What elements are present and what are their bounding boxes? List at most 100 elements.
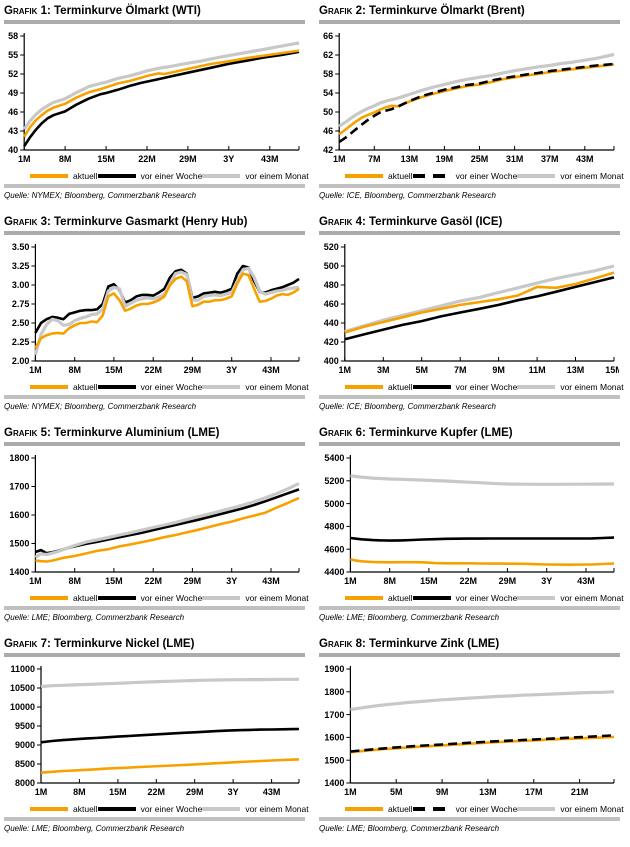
- y-tick-label: 42: [323, 145, 333, 155]
- legend-swatch-icon: [30, 384, 68, 389]
- series-vor-einem-Monat: [40, 677, 299, 689]
- title-rule: [4, 653, 305, 657]
- legend-label: vor einem Monat: [245, 592, 309, 603]
- y-tick-label: 55: [8, 50, 18, 60]
- legend-swatch-icon: [97, 384, 136, 389]
- x-tick-label: 7M: [368, 154, 381, 164]
- y-tick-label: 440: [324, 318, 339, 328]
- x-tick-label: 43M: [577, 576, 595, 586]
- chart-legend: aktuell vor einer Woche vor einem Monat: [319, 801, 624, 816]
- y-tick-label: 1400: [324, 778, 344, 788]
- y-tick-label: 8000: [15, 778, 35, 788]
- legend-label: vor einem Monat: [560, 381, 624, 392]
- y-tick-label: 58: [8, 31, 18, 41]
- legend-swatch-icon: [412, 806, 451, 811]
- legend-item: vor einem Monat: [517, 804, 624, 814]
- legend-item: vor einer Woche: [412, 171, 517, 181]
- y-tick-label: 1800: [324, 687, 344, 697]
- chart-plot: 42 46 50 54 58 62 66 1M 7M 13M 19M 25M 31M 37M 43M: [323, 31, 615, 164]
- chart-source: Quelle: ICE; Bloomberg, Commerzbank Rese…: [319, 402, 496, 411]
- y-tick-label: 3.25: [12, 261, 30, 271]
- legend-swatch-icon: [97, 806, 136, 811]
- x-tick-label: 29M: [179, 154, 197, 164]
- x-tick-label: 22M: [138, 154, 156, 164]
- series-aktuell: [23, 49, 300, 138]
- title-rule: [4, 442, 305, 446]
- chart-title: Grafik 5: Terminkurve Aluminium (LME): [4, 426, 305, 440]
- chart-name: Terminkurve Aluminium (LME): [54, 427, 220, 439]
- legend-rule: [4, 184, 305, 188]
- chart-panel: Grafik 7: Terminkurve Nickel (LME) 8000 8…: [0, 635, 315, 846]
- x-tick-label: 29M: [184, 576, 202, 586]
- legend-item: vor einer Woche: [97, 171, 202, 181]
- chart-label: Grafik 1:: [4, 5, 51, 17]
- legend-swatch-icon: [517, 595, 556, 600]
- x-tick-label: 9M: [492, 365, 505, 375]
- x-tick-label: 5M: [390, 787, 403, 797]
- y-tick-label: 11000: [10, 664, 35, 674]
- x-tick-label: 8M: [73, 787, 86, 797]
- chart-title: Grafik 1: Terminkurve Ölmarkt (WTI): [4, 4, 305, 18]
- title-rule: [319, 442, 620, 446]
- chart-title: Grafik 4: Terminkurve Gasöl (ICE): [319, 215, 620, 229]
- x-tick-label: 15M: [420, 576, 438, 586]
- chart-plot: 1400 1500 1600 1700 1800 1900 1M 5M 9M 13M 17M 21M: [324, 664, 615, 797]
- y-tick-label: 2.00: [12, 356, 30, 366]
- y-tick-label: 1700: [9, 482, 29, 492]
- x-tick-label: 22M: [144, 365, 162, 375]
- series-vor-einem-Monat: [338, 52, 615, 128]
- legend-item: vor einem Monat: [517, 381, 624, 392]
- y-tick-label: 1500: [9, 539, 29, 549]
- x-tick-label: 43M: [261, 154, 279, 164]
- x-tick-label: 21M: [571, 787, 589, 797]
- legend-swatch-icon: [345, 595, 383, 600]
- x-tick-label: 1M: [344, 576, 357, 586]
- chart-legend: aktuell vor einer Woche vor einem Monat: [4, 379, 309, 394]
- legend-swatch-icon: [97, 173, 136, 178]
- y-tick-label: 500: [324, 261, 339, 271]
- chart-name: Terminkurve Zink (LME): [369, 638, 500, 650]
- x-tick-label: 15M: [105, 576, 123, 586]
- legend-item: aktuell: [30, 804, 98, 814]
- x-tick-label: 3Y: [228, 787, 239, 797]
- y-tick-label: 2.25: [12, 337, 30, 347]
- x-tick-label: 3Y: [223, 154, 234, 164]
- legend-rule: [319, 395, 620, 399]
- y-tick-label: 50: [323, 107, 333, 117]
- y-tick-label: 54: [323, 88, 333, 98]
- x-tick-label: 1M: [344, 787, 357, 797]
- legend-label: vor einem Monat: [245, 170, 309, 181]
- y-tick-label: 3.50: [12, 242, 30, 252]
- y-tick-label: 10000: [10, 702, 35, 712]
- chart-source: Quelle: ICE, Bloomberg, Commerzbank Rese…: [319, 191, 496, 200]
- legend-item: vor einem Monat: [202, 592, 309, 603]
- x-tick-label: 1M: [35, 787, 48, 797]
- chart-source: Quelle: LME; Bloomberg, Commerzbank Rese…: [319, 824, 500, 833]
- x-tick-label: 3Y: [226, 576, 237, 586]
- chart-panel: Grafik 6: Terminkurve Kupfer (LME) 4400 4…: [315, 424, 630, 635]
- chart-source: Quelle: NYMEX; Bloomberg, Commerzbank Re…: [4, 402, 197, 411]
- chart-panel: Grafik 5: Terminkurve Aluminium (LME) 14…: [0, 424, 315, 635]
- y-tick-label: 49: [8, 88, 18, 98]
- x-tick-label: 7M: [454, 365, 467, 375]
- chart-panel: Grafik 8: Terminkurve Zink (LME) 1400 150…: [315, 635, 630, 846]
- chart-panel: Grafik 1: Terminkurve Ölmarkt (WTI) 40 43…: [0, 2, 315, 213]
- y-tick-label: 4600: [324, 544, 344, 554]
- chart-name: Terminkurve Kupfer (LME): [369, 427, 513, 439]
- y-tick-label: 9000: [15, 740, 35, 750]
- legend-label: vor einem Monat: [560, 592, 624, 603]
- x-tick-label: 3M: [377, 365, 390, 375]
- legend-label: vor einem Monat: [560, 170, 624, 181]
- legend-item: vor einer Woche: [97, 593, 202, 603]
- series-aktuell: [40, 758, 300, 774]
- chart-source: Quelle: LME; Bloomberg, Commerzbank Rese…: [4, 824, 185, 833]
- legend-label: aktuell: [73, 381, 98, 392]
- x-tick-label: 13M: [479, 787, 497, 797]
- chart-legend: aktuell vor einer Woche vor einem Monat: [4, 168, 309, 183]
- chart-label: Grafik 7:: [4, 638, 51, 650]
- chart-title: Grafik 3: Terminkurve Gasmarkt (Henry Hu…: [4, 215, 305, 229]
- legend-label: vor einem Monat: [245, 381, 309, 392]
- x-tick-label: 1M: [333, 154, 346, 164]
- title-rule: [319, 20, 620, 24]
- series-vor-einem-Monat: [22, 41, 300, 131]
